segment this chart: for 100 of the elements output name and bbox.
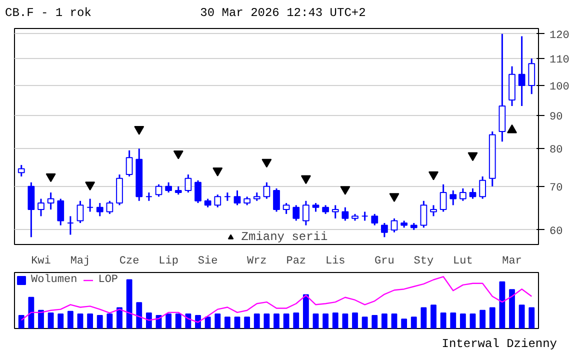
bar — [302, 294, 309, 328]
x-tick-label: Cze — [119, 256, 140, 268]
point — [389, 193, 400, 202]
candlestick — [165, 182, 172, 194]
bar — [185, 313, 192, 328]
x-tick-label: Gru — [374, 256, 394, 268]
candlestick — [18, 164, 25, 178]
candlestick — [380, 222, 388, 238]
candlestick — [76, 200, 84, 224]
bar — [136, 302, 142, 328]
x-tick-label: Wrz — [246, 256, 267, 268]
bar — [106, 313, 113, 328]
candlestick — [66, 215, 74, 236]
legend-label: Wolumen — [31, 274, 78, 286]
bar — [499, 281, 506, 328]
candlestick — [273, 188, 280, 212]
bar — [312, 313, 319, 328]
bar — [264, 313, 270, 328]
candlestick — [38, 198, 44, 217]
candlestick — [479, 176, 486, 200]
candlestick — [263, 182, 270, 200]
point — [340, 186, 350, 195]
bar — [322, 313, 329, 328]
candlestick — [430, 204, 437, 217]
bar — [48, 312, 54, 328]
y-tick-label: 70 — [550, 182, 563, 194]
y-tick-label: 120 — [550, 30, 570, 42]
x-tick-label: Kwi — [31, 256, 52, 268]
text: Interwal Dzienny — [440, 337, 557, 351]
candlestick — [214, 194, 222, 208]
legend-label: LOP — [98, 274, 118, 286]
bar — [214, 313, 221, 328]
bar — [38, 310, 44, 328]
candlestick — [86, 198, 94, 212]
bar — [410, 316, 417, 328]
y-tick-label: 100 — [550, 81, 570, 94]
bar — [58, 313, 64, 328]
candlestick — [371, 213, 378, 226]
bar — [372, 315, 378, 328]
bar — [18, 315, 24, 328]
candlestick — [106, 200, 114, 215]
bar — [509, 289, 515, 328]
y-tick-label: 60 — [550, 226, 563, 238]
candlestick — [460, 188, 466, 202]
bar — [77, 313, 84, 328]
candlestick — [302, 200, 310, 226]
candlestick — [450, 190, 457, 206]
bar — [401, 318, 408, 328]
bar — [430, 304, 436, 328]
candlestick — [282, 202, 290, 215]
bar — [420, 307, 427, 328]
x-tick-label: Sie — [198, 256, 218, 268]
x-tick-label: Lip — [158, 256, 178, 268]
point — [134, 126, 144, 135]
y-tick-label: 80 — [550, 144, 563, 157]
point — [428, 171, 439, 180]
candlestick — [194, 180, 202, 204]
candlestick — [57, 198, 64, 226]
candlestick — [332, 204, 339, 220]
bar — [352, 312, 358, 328]
candlestick — [47, 192, 54, 210]
candlestick — [469, 188, 476, 200]
bar — [470, 313, 476, 328]
bar — [381, 313, 388, 328]
bar — [274, 313, 280, 328]
x-tick-label: Lut — [453, 256, 473, 268]
bar — [175, 313, 182, 328]
bar — [342, 313, 348, 328]
x-tick-label: Mar — [502, 256, 522, 268]
x-tick-label: Paz — [286, 256, 306, 268]
legend-label: Zmiany serii — [241, 230, 328, 244]
bar — [518, 304, 525, 328]
bar — [28, 296, 34, 328]
bar — [480, 310, 486, 328]
candlestick — [184, 174, 192, 194]
point — [173, 150, 184, 160]
bar — [224, 316, 230, 328]
point — [85, 182, 96, 190]
bar — [204, 316, 211, 328]
x-tick-label: Sty — [414, 256, 434, 268]
bar — [489, 307, 496, 328]
bar — [293, 312, 300, 328]
bar — [166, 313, 172, 328]
y-tick-label: 110 — [550, 54, 570, 66]
candlestick — [342, 206, 349, 222]
bar — [126, 279, 132, 328]
x-tick-label: Maj — [70, 256, 90, 268]
candlestick — [292, 204, 300, 222]
bar — [528, 307, 535, 328]
candlestick — [145, 192, 152, 202]
candlestick — [96, 202, 104, 217]
bar — [362, 316, 368, 328]
candlestick — [28, 182, 35, 238]
bar — [96, 315, 103, 328]
bar — [440, 312, 446, 328]
candlestick — [155, 184, 162, 198]
point — [212, 168, 223, 176]
point — [262, 158, 272, 168]
point — [468, 152, 478, 162]
candlestick — [126, 150, 133, 178]
